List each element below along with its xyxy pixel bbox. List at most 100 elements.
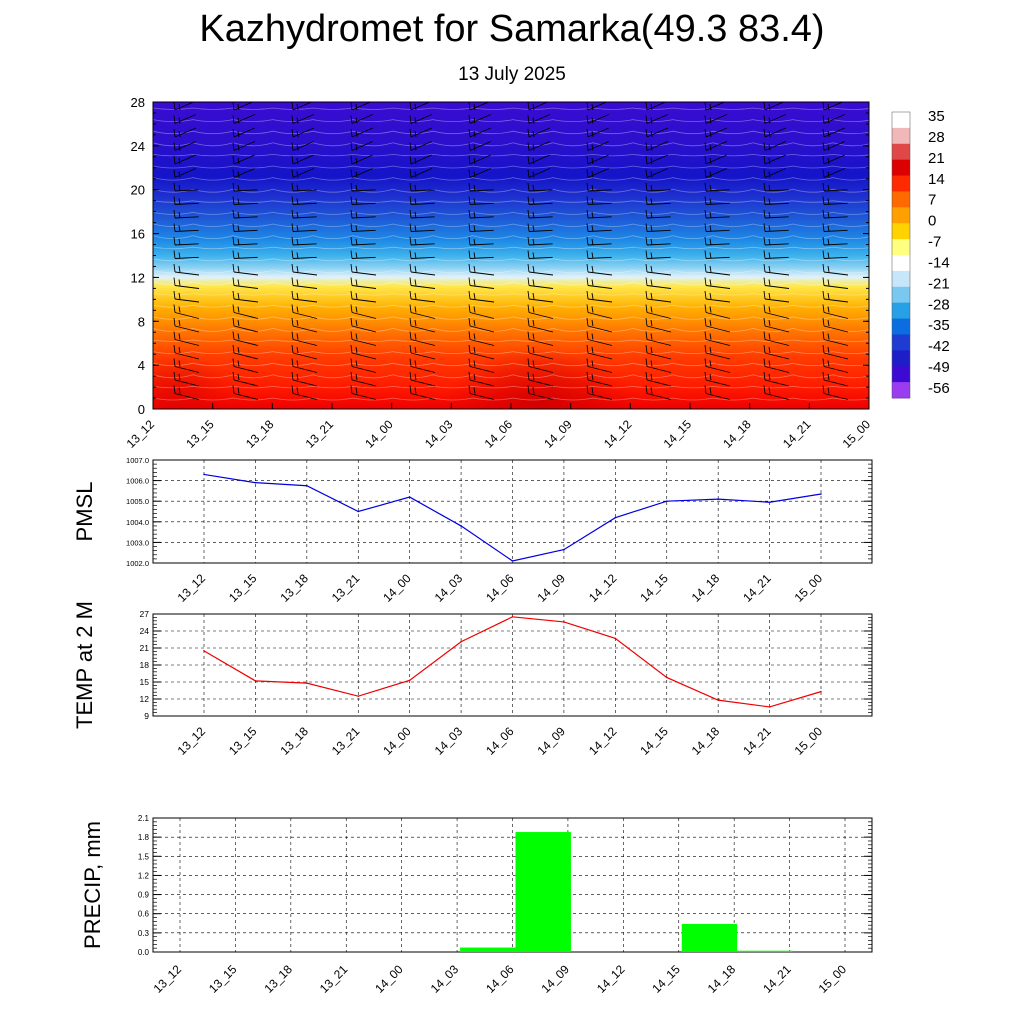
y-tick-label: 4 [138,358,145,373]
wind-barb-flag [827,333,830,340]
heatmap-warm-core [153,356,238,409]
wind-barb-flag [704,223,707,232]
wind-barb-flag [827,373,830,381]
wind-barb-flag [763,169,766,178]
wind-barb-flag [645,128,648,138]
wind-barb-flag [768,211,771,219]
wind-barb [292,285,318,289]
wind-barb-flag [709,117,712,124]
wind-barb-flag [827,238,830,246]
wind-barb [292,393,318,400]
y-tick-label: 12 [140,694,150,704]
wind-barb-flag [650,346,653,354]
wind-barb-flag [709,130,712,138]
wind-barb-flag [409,102,412,111]
wind-barb-flag [237,279,240,286]
wind-barb-flag [586,102,589,111]
wind-barb-flag [591,184,594,192]
temperature-contour [153,293,869,296]
wind-barb-flag [173,371,176,381]
wind-barb [174,229,199,232]
wind-barb [587,298,613,303]
wind-barb [705,141,727,151]
wind-barb [528,168,550,178]
wind-barb-flag [709,225,712,232]
wind-barb [705,271,731,276]
wind-barb-flag [591,360,594,367]
wind-barb-flag [350,102,353,111]
wind-barb-flag [768,292,771,300]
wind-barb [823,298,849,303]
wind-barb [351,352,377,360]
wind-barb [174,141,196,151]
wind-barb-flag [827,292,830,300]
wind-barb-flag [414,346,417,354]
wind-barb [351,168,373,178]
wind-barb [705,393,731,400]
wind-barb-flag [650,387,653,394]
wind-barb-flag [296,184,299,192]
wind-barb-flag [355,130,358,138]
wind-barb-flag [178,346,181,354]
wind-barb [233,312,259,319]
x-tick-label: 13_15 [226,724,260,758]
wind-barb-flag [291,250,294,259]
wind-barb [292,189,317,192]
wind-barb-flag [645,358,648,367]
wind-barb-flag [704,102,707,111]
temperature-contour [153,246,869,250]
wind-barb-flag [763,371,766,381]
wind-barb [823,168,845,178]
y-tick-label: 28 [131,95,145,110]
x-tick-label: 13_21 [317,962,351,996]
wind-barb-flag [586,304,589,313]
wind-barb [174,243,199,246]
wind-barb-flag [409,155,412,165]
wind-barb [174,168,196,178]
wind-barb-flag [591,117,594,124]
colorbar-cell [892,112,910,129]
x-tick-label: 14_03 [432,724,466,758]
temperature-contour [153,165,869,169]
wind-barb [823,141,845,151]
wind-barb-flag [232,102,235,111]
y-tick-label: 0.3 [138,929,150,938]
colorbar-cell [892,175,910,192]
data-point [768,501,771,504]
x-tick-label: 14_18 [689,571,723,605]
wind-barb-flag [291,331,294,340]
wind-barb [469,339,495,346]
wind-barb-flag [237,252,240,259]
wind-barb-flag [414,279,417,286]
wind-barb-flag [178,306,181,313]
wind-barb-flag [650,319,653,327]
wind-barb [528,256,553,259]
x-tick-label: 14_12 [594,962,628,996]
wind-barb-flag [178,387,181,394]
wind-barb-flag [473,306,476,313]
wind-barb-flag [768,373,771,381]
temperature-contour [153,235,869,239]
wind-barb [233,352,259,360]
wind-barb-flag [763,209,766,219]
wind-barb [528,379,554,387]
wind-barb-flag [414,265,417,273]
wind-barb [469,216,494,219]
wind-barb-flag [527,371,530,381]
wind-barb-flag [650,238,653,246]
wind-barb-flag [650,103,653,111]
wind-barb [174,202,199,205]
heatmap-features [153,102,869,409]
wind-barb-flag [291,115,294,124]
wind-barb [351,312,377,319]
wind-barb [351,393,377,400]
wind-barb-flag [827,103,830,111]
colorbar-cell [892,270,910,288]
wind-barb-flag [768,333,771,340]
wind-barb [351,366,377,373]
wind-barb-flag [704,371,707,381]
wind-barb-flag [827,319,830,327]
wind-barb-flag [532,252,535,259]
x-tick-label: 14_03 [422,417,456,451]
wind-barb-flag [527,223,530,232]
